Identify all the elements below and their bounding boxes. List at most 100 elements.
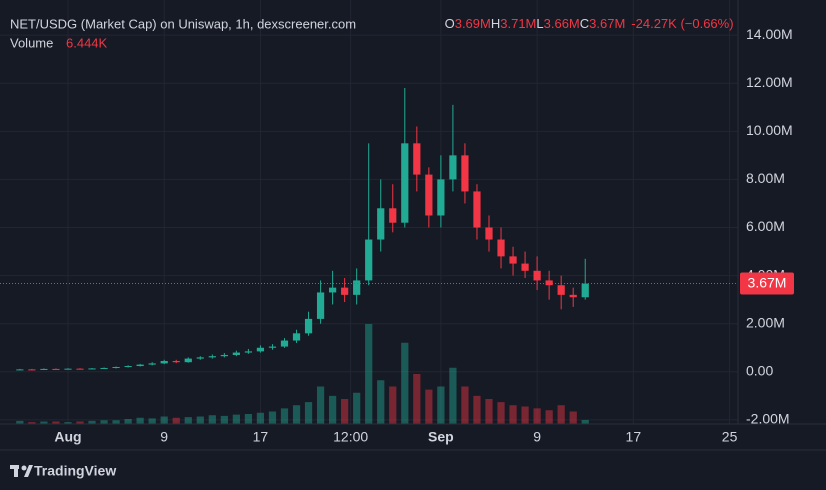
- candle-body: [64, 368, 72, 370]
- candle-body: [461, 155, 469, 192]
- candle-body: [172, 360, 180, 363]
- volume-bar: [497, 402, 505, 424]
- volume-bar: [40, 421, 48, 424]
- legend-c_key: C: [580, 16, 589, 31]
- brand: TradingView: [34, 463, 116, 479]
- candle-body: [304, 318, 313, 334]
- volume-bar: [136, 417, 144, 424]
- volume-bar: [401, 342, 409, 424]
- volume-bar: [533, 408, 541, 424]
- x-tick-label: 12:00: [333, 429, 368, 445]
- legend-change: -24.27K (−0.66%): [631, 16, 733, 31]
- candle-body: [232, 352, 240, 355]
- candle-layer: [16, 88, 589, 371]
- candle-body: [208, 356, 216, 358]
- volume-bar: [268, 411, 277, 424]
- candle-body: [184, 358, 192, 363]
- volume-bar: [220, 415, 228, 424]
- y-tick-label: 0.00: [746, 363, 773, 379]
- volume-bar: [353, 392, 361, 424]
- candle-body: [112, 367, 120, 369]
- legend-l: 3.66M: [544, 16, 580, 31]
- y-tick-label: 6.00M: [746, 218, 785, 234]
- legend-c: 3.67M: [589, 16, 625, 31]
- volume-bar: [112, 420, 120, 424]
- x-tick-label: Aug: [54, 429, 81, 445]
- volume-bar: [413, 374, 421, 424]
- candle-body: [316, 292, 325, 319]
- candle-body: [521, 263, 529, 271]
- volume-bar: [100, 420, 108, 424]
- volume-value: 6.444K: [66, 35, 108, 50]
- volume-bar: [581, 419, 589, 424]
- candle-body: [160, 360, 168, 364]
- candle-body: [196, 357, 204, 359]
- candle-body: [124, 366, 132, 368]
- candle-body: [88, 368, 96, 370]
- legend-ohlc: O3.69MH3.71ML3.66MC3.67M -24.27K (−0.66%): [445, 16, 734, 31]
- volume-bar: [184, 417, 192, 424]
- candle-body: [401, 143, 409, 223]
- volume-bar: [365, 324, 373, 424]
- candle-body: [437, 179, 445, 216]
- x-tick-label: 9: [160, 429, 168, 445]
- volume-bar: [88, 420, 96, 424]
- axes: -2.00M0.002.00M4.00M6.00M8.00M10.00M12.0…: [0, 26, 794, 445]
- candle-body: [425, 174, 433, 216]
- legend-symbol: NET/USDG (Market Cap) on Uniswap, 1h, de…: [10, 16, 356, 31]
- x-tick-label: 17: [626, 429, 642, 445]
- candle-body: [569, 294, 577, 298]
- candle-body: [485, 227, 493, 240]
- candle-body: [100, 367, 108, 369]
- volume-bar: [437, 386, 445, 424]
- volume-bar: [124, 419, 132, 424]
- volume-bar: [76, 421, 84, 424]
- volume-bar: [461, 386, 469, 424]
- legend-o_key: O: [445, 16, 455, 31]
- volume-bar: [232, 414, 240, 424]
- candle-body: [497, 239, 505, 257]
- volume-bar: [316, 386, 325, 424]
- candle-body: [40, 368, 48, 370]
- candle-body: [353, 280, 361, 295]
- volume-bar: [148, 418, 156, 424]
- x-tick-label: 17: [253, 429, 269, 445]
- candle-body: [220, 354, 228, 357]
- volume-bar: [341, 399, 349, 424]
- candle-body: [533, 270, 541, 281]
- candle-body: [509, 256, 517, 264]
- volume-bar: [172, 417, 180, 424]
- volume-bar: [473, 395, 481, 424]
- volume-bar: [304, 402, 313, 424]
- volume-bar: [196, 416, 204, 424]
- volume-bar: [52, 421, 60, 424]
- volume-bar: [509, 405, 517, 424]
- volume-bar: [425, 389, 433, 424]
- candle-body: [268, 346, 277, 348]
- volume-bar: [208, 415, 216, 424]
- candle-body: [76, 368, 84, 370]
- x-tick-label: Sep: [428, 429, 454, 445]
- candle-body: [413, 143, 421, 175]
- brand-logo: [10, 465, 33, 477]
- candle-body: [329, 287, 337, 293]
- legend-o: 3.69M: [455, 16, 491, 31]
- candle-body: [280, 340, 289, 347]
- volume-bar: [28, 422, 36, 424]
- legend-h: 3.71M: [500, 16, 536, 31]
- y-tick-label: 12.00M: [746, 74, 793, 90]
- volume-bar: [557, 405, 565, 424]
- candle-body: [377, 208, 385, 240]
- volume-bar: [389, 386, 397, 424]
- volume-bar: [449, 367, 457, 424]
- candle-body: [28, 369, 36, 371]
- volume-bar: [377, 380, 385, 424]
- y-tick-label: 14.00M: [746, 26, 793, 42]
- volume-bar: [485, 399, 493, 424]
- y-tick-label: 8.00M: [746, 170, 785, 186]
- candle-body: [136, 364, 144, 367]
- candle-body: [148, 363, 156, 365]
- volume-bar: [16, 420, 24, 424]
